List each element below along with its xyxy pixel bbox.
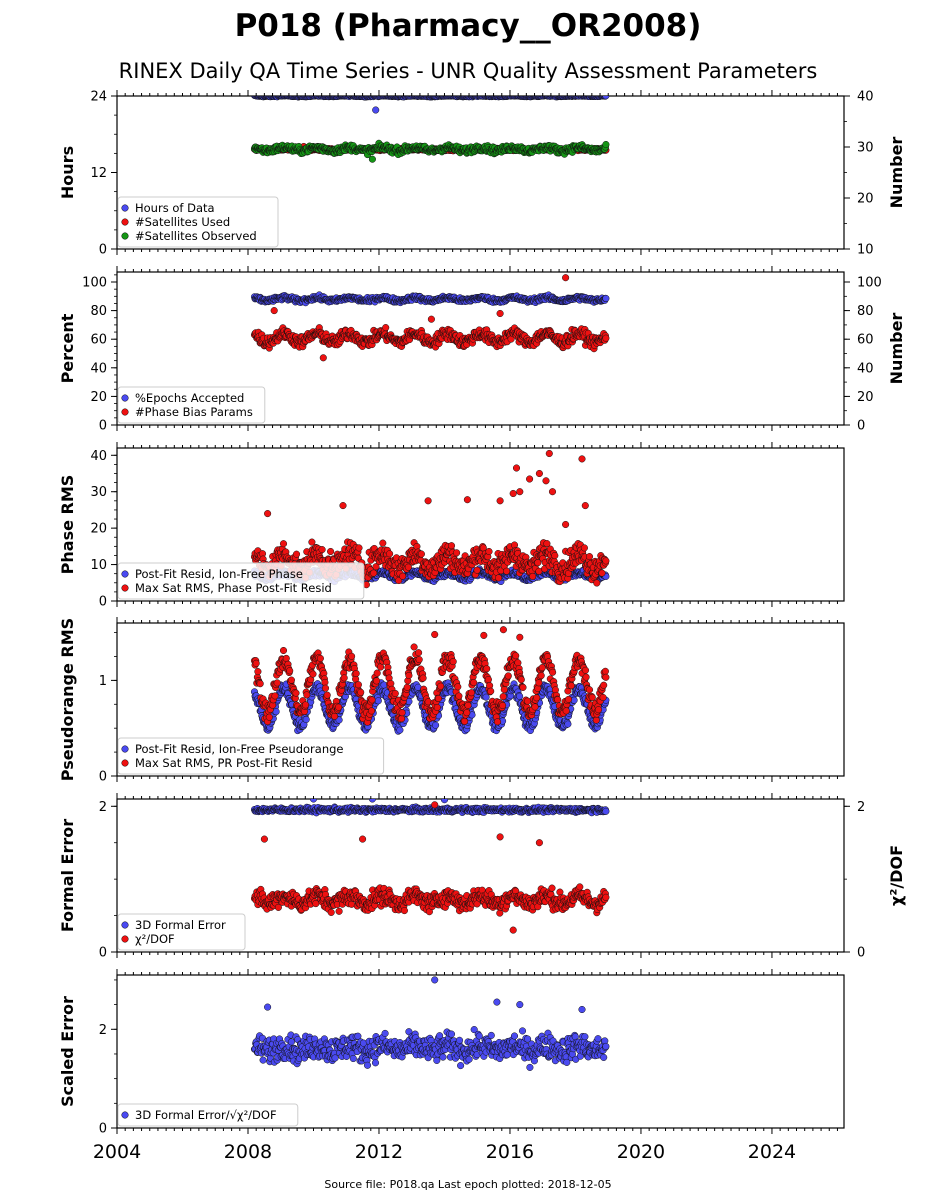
data-point: [379, 539, 387, 547]
y2-tick-label: 60: [857, 333, 874, 348]
y-tick-label: 10: [90, 558, 107, 573]
data-point: [602, 96, 610, 100]
data-point: [529, 572, 537, 580]
data-point: [602, 294, 610, 302]
legend-label: #Phase Bias Params: [135, 405, 253, 419]
y2-tick-label: 10: [857, 243, 874, 258]
y-axis-label: Phase RMS: [58, 475, 77, 575]
series-points: [250, 274, 610, 362]
y2-tick-label: 20: [857, 390, 874, 405]
data-point: [551, 552, 559, 560]
legend-label: #Satellites Used: [135, 215, 230, 229]
series-blue: [251, 96, 610, 114]
y-tick-label: 0: [99, 595, 107, 610]
legend-box: [117, 196, 279, 248]
data-point: [318, 546, 326, 554]
data-point: [602, 334, 610, 342]
y-axis-label: Percent: [58, 313, 77, 383]
data-point: [473, 566, 481, 574]
legend-label: Hours of Data: [135, 201, 215, 215]
y2-tick-label: 30: [857, 141, 874, 156]
figure-title: P018 (Pharmacy__OR2008): [235, 8, 702, 44]
panel-frame: [116, 271, 845, 426]
series-points: [250, 96, 610, 163]
y-tick-label: 80: [90, 304, 107, 319]
legend: %Epochs Accepted#Phase Bias Params: [117, 386, 266, 424]
y-tick-label: 100: [82, 276, 107, 291]
data-point: [399, 572, 407, 580]
y-tick-label: 40: [90, 361, 107, 376]
legend: Hours of Data#Satellites Used#Satellites…: [117, 196, 279, 248]
data-point: [279, 540, 288, 548]
outlier-point: [368, 155, 376, 163]
outlier-point: [319, 354, 327, 362]
y-tick-label: 30: [90, 485, 107, 500]
y2-axis-label: Number: [887, 313, 906, 385]
data-point: [417, 550, 425, 558]
series-green: [250, 139, 610, 163]
y2-tick-label: 80: [857, 304, 874, 319]
series-blue: [250, 291, 610, 307]
figure-subtitle: RINEX Daily QA Time Series - UNR Quality…: [119, 59, 818, 83]
legend-marker: [121, 218, 129, 226]
y2-axis-label: Number: [887, 137, 906, 209]
data-point: [292, 550, 301, 558]
y2-tick-label: 20: [857, 192, 874, 207]
y2-tick-label: 100: [857, 276, 882, 291]
y2-tick-label: 40: [857, 361, 874, 376]
legend-marker: [121, 232, 129, 240]
panel-2: 0 20 40 60 80 100 0 20 40 60 80 100 Number Percent %Ep…: [58, 266, 906, 434]
data-point: [355, 544, 363, 552]
y-tick-label: 12: [90, 166, 107, 181]
series-red: [250, 274, 610, 362]
y2-tick-label: 40: [857, 90, 874, 105]
data-point: [447, 542, 456, 550]
y-tick-label: 24: [90, 90, 107, 105]
legend-label: #Satellites Observed: [135, 229, 257, 243]
data-point: [495, 574, 503, 582]
legend-label: %Epochs Accepted: [135, 391, 244, 405]
data-point: [602, 140, 610, 149]
y-axis-label: Hours: [58, 146, 77, 199]
y2-tick-label: 0: [857, 419, 865, 434]
y-tick-label: 0: [99, 419, 107, 434]
outlier-point: [372, 106, 380, 114]
y-tick-label: 60: [90, 333, 107, 348]
y-tick-label: 40: [90, 449, 107, 464]
data-point: [370, 569, 378, 577]
data-point: [327, 547, 335, 556]
y-tick-label: 0: [99, 243, 107, 258]
data-point: [503, 567, 511, 575]
data-point: [386, 550, 394, 558]
outlier-point: [496, 309, 504, 318]
legend-marker: [121, 394, 129, 402]
outlier-point: [270, 307, 278, 315]
outlier-point: [562, 274, 570, 282]
legend-marker: [121, 204, 129, 212]
y-tick-label: 20: [90, 522, 107, 537]
outlier-point: [427, 315, 435, 323]
y-tick-label: 20: [90, 390, 107, 405]
data-point: [485, 547, 493, 556]
data-point: [382, 324, 390, 332]
data-point: [453, 549, 461, 557]
legend-marker: [121, 408, 129, 416]
